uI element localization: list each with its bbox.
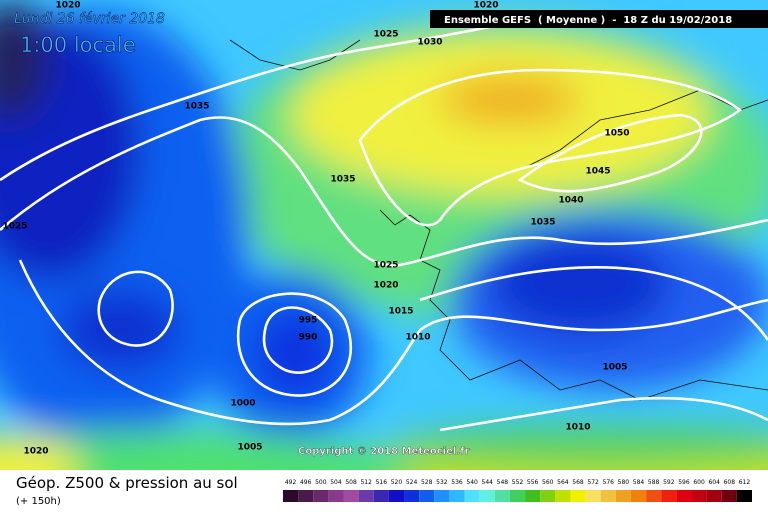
legend-swatch <box>691 490 707 502</box>
legend-label: 504 <box>330 479 342 486</box>
legend-label: 536 <box>451 479 463 486</box>
legend-swatch <box>419 490 435 502</box>
footer-lead: (+ 150h) <box>16 496 61 507</box>
legend-swatch <box>509 490 526 502</box>
legend-swatch <box>298 490 314 502</box>
isobar-labels: 1020 1025 1030 1020 1035 1050 1035 1045 … <box>2 1 629 457</box>
isobar-label: 1025 <box>373 30 398 40</box>
isobar-label: 1020 <box>55 1 80 11</box>
legend-label: 528 <box>421 479 433 486</box>
legend-swatch <box>479 490 495 502</box>
legend-swatch <box>630 490 647 502</box>
isobar-label: 1025 <box>373 261 398 271</box>
legend-swatch <box>600 490 616 502</box>
legend-swatch <box>464 490 480 502</box>
legend-label: 508 <box>345 479 357 486</box>
copyright: Copyright © 2018 Meteociel.fr <box>298 446 469 457</box>
legend-swatch <box>358 490 374 502</box>
legend-label: 520 <box>391 479 403 486</box>
legend-label: 556 <box>527 479 539 486</box>
footer-title: Géop. Z500 & pression au sol <box>16 474 238 492</box>
isobar-label: 1005 <box>237 443 262 453</box>
legend-swatch <box>449 490 465 502</box>
legend-label: 544 <box>482 479 494 486</box>
legend-label: 588 <box>648 479 660 486</box>
legend-swatch <box>373 490 389 502</box>
isobar-label: 1020 <box>473 1 498 11</box>
legend-label: 540 <box>466 479 478 486</box>
isobar-label: 1015 <box>388 307 413 317</box>
legend-swatch <box>494 490 510 502</box>
legend-swatch <box>615 490 631 502</box>
local-time: 1:00 locale <box>20 33 136 57</box>
legend-label: 596 <box>678 479 690 486</box>
legend-swatch <box>404 490 420 502</box>
legend-swatch <box>676 490 692 502</box>
legend-label: 496 <box>300 479 312 486</box>
legend-swatch <box>540 490 556 502</box>
legend-swatch <box>313 490 329 502</box>
legend-label: 604 <box>708 479 720 486</box>
legend-label: 568 <box>572 479 584 486</box>
legend-swatch <box>525 490 541 502</box>
legend-label: 512 <box>360 479 372 486</box>
isobar-label: 1020 <box>373 281 398 291</box>
legend-label: 492 <box>285 479 297 486</box>
legend-label: 524 <box>406 479 418 486</box>
legend-swatch <box>555 490 571 502</box>
legend-label: 552 <box>512 479 524 486</box>
legend-label: 516 <box>376 479 388 486</box>
date: Lundi 26 février 2018 <box>14 11 165 27</box>
legend-label: 564 <box>557 479 569 486</box>
legend-swatch <box>434 490 450 502</box>
isobar-label: 1040 <box>558 196 583 206</box>
legend-label: 560 <box>542 479 554 486</box>
legend-label: 612 <box>739 479 751 486</box>
isobar-label: 1050 <box>604 129 629 139</box>
legend-swatch <box>328 490 344 502</box>
isobar-label: 1005 <box>602 363 627 373</box>
legend-swatch <box>388 490 405 502</box>
isobar-label: 1010 <box>405 333 430 343</box>
legend: 492 496 500 504 508 512 516 520 524 528 532 536 540 5… <box>283 479 752 502</box>
isobar-label: 1035 <box>330 175 355 185</box>
isobar-label: 1045 <box>585 167 610 177</box>
isobar-label: 1035 <box>530 218 555 228</box>
legend-label: 584 <box>633 479 645 486</box>
legend-swatch <box>283 490 299 502</box>
legend-label: 500 <box>315 479 327 486</box>
legend-swatch <box>706 490 722 502</box>
legend-label: 532 <box>436 479 448 486</box>
legend-label: 592 <box>663 479 675 486</box>
legend-label: 608 <box>724 479 736 486</box>
isobar-label: 1025 <box>2 222 27 232</box>
isobar-label: 1000 <box>230 399 255 409</box>
legend-swatch <box>721 490 737 502</box>
legend-label: 576 <box>603 479 615 486</box>
legend-swatch <box>661 490 677 502</box>
legend-label: 572 <box>587 479 599 486</box>
run-info: Ensemble GEFS ( Moyenne ) - 18 Z du 19/0… <box>444 15 732 26</box>
legend-swatch <box>570 490 586 502</box>
isobar-label: 990 <box>299 333 318 343</box>
run-box <box>430 10 768 28</box>
isobar-label: 1010 <box>565 423 590 433</box>
isobar-label: 1020 <box>23 447 48 457</box>
isobars <box>0 18 768 432</box>
isobar-label: 1035 <box>184 102 209 112</box>
legend-swatch <box>343 490 359 502</box>
legend-swatch <box>585 490 601 502</box>
legend-label: 548 <box>497 479 509 486</box>
legend-label: 600 <box>693 479 705 486</box>
legend-swatch <box>736 490 752 502</box>
legend-label: 580 <box>618 479 630 486</box>
isobar-label: 1030 <box>417 38 442 48</box>
legend-swatch <box>646 490 662 502</box>
isobar-label: 995 <box>299 316 318 326</box>
